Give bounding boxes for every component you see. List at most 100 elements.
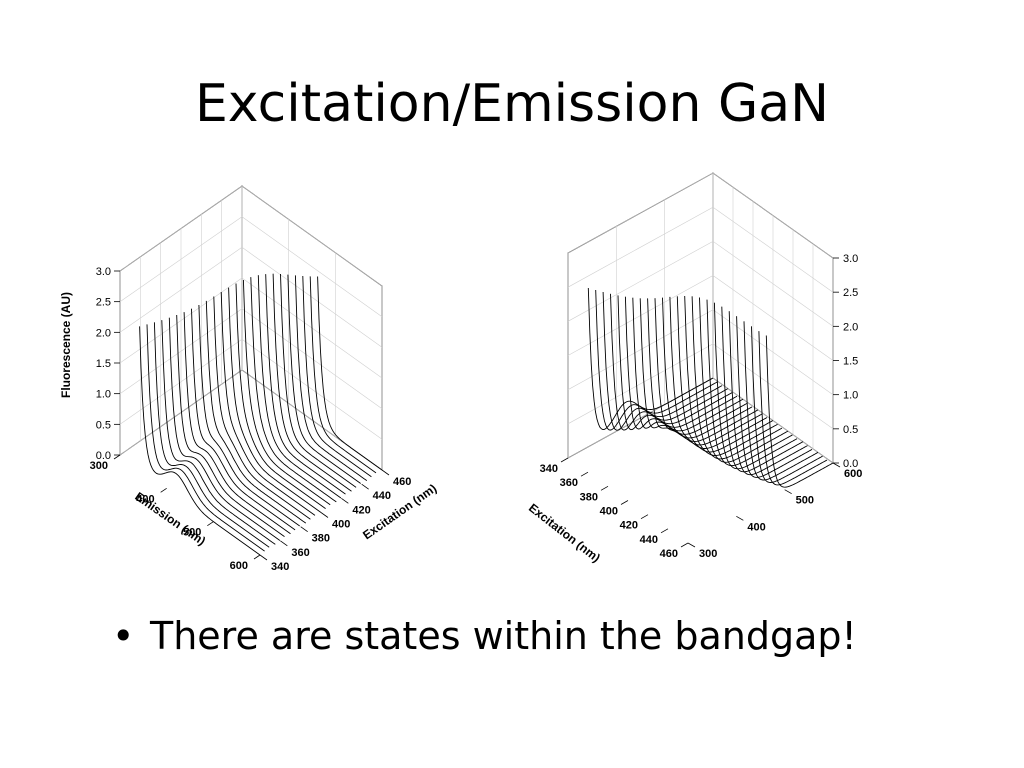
series-line-ex-340 — [587, 287, 714, 430]
x-tick — [784, 489, 792, 495]
x-tick-label: 400 — [136, 493, 154, 505]
y-tick — [600, 485, 609, 491]
series-line-ex-405 — [235, 283, 326, 509]
series-line-ex-375 — [639, 298, 748, 435]
y-tick-label: 360 — [560, 477, 578, 489]
series-line-ex-430 — [721, 306, 804, 473]
bullet-text: There are states within the bandgap! — [150, 614, 857, 658]
x-tick — [832, 462, 841, 468]
series-line-ex-410 — [691, 296, 783, 460]
series-line-ex-345 — [595, 289, 718, 431]
gridline — [119, 246, 383, 348]
z-tick-label: 0.0 — [96, 450, 111, 462]
series-line-ex-345 — [146, 324, 265, 552]
x-tick — [253, 554, 261, 560]
y-tick-label: 380 — [312, 533, 330, 545]
gridline — [119, 216, 383, 317]
y-axis-title: Excitation (nm) — [526, 501, 603, 565]
x-tick — [207, 521, 214, 526]
z-tick-label: 0.5 — [96, 419, 111, 431]
z-tick-label: 2.0 — [843, 321, 858, 333]
z-tick-label: 0.5 — [843, 424, 858, 436]
z-tick-label: 3.0 — [96, 266, 111, 278]
y-tick-label: 400 — [332, 519, 350, 531]
series-line-ex-380 — [198, 304, 300, 527]
y-tick-label: 440 — [640, 534, 658, 546]
series-line-ex-395 — [669, 296, 768, 449]
x-tick-label: 300 — [699, 548, 717, 560]
bullet-list: • There are states within the bandgap! — [112, 614, 857, 658]
series-line-ex-445 — [294, 275, 368, 481]
y-tick — [560, 457, 569, 463]
series-line-ex-400 — [676, 296, 774, 453]
series-line-ex-370 — [632, 297, 744, 432]
series-line-ex-445 — [743, 321, 819, 481]
y-tick — [259, 554, 268, 561]
series-line-ex-440 — [736, 316, 813, 478]
series-line-ex-400 — [228, 287, 322, 513]
series-line-ex-425 — [265, 274, 346, 495]
y-tick — [580, 471, 589, 477]
z-tick-label: 2.5 — [96, 297, 111, 309]
series-line-ex-460 — [317, 276, 383, 471]
y-tick-label: 380 — [580, 491, 598, 503]
series-line-ex-435 — [280, 273, 357, 488]
y-tick-label: 440 — [373, 490, 391, 502]
chart-right-excitation-view: 0.0 0.5 1.0 1.5 2.0 2.5 3.0 300 400 500 600 3403603… — [526, 172, 862, 565]
series-line-ex-450 — [302, 275, 372, 478]
z-tick-label: 1.0 — [843, 390, 858, 402]
chart-left-emission-view: 0.0 0.5 1.0 1.5 2.0 2.5 3.0 300 400 500 600 3403603… — [59, 185, 439, 573]
y-tick-label: 460 — [393, 476, 411, 488]
y-tick-label: 340 — [271, 561, 289, 573]
series-line-ex-455 — [309, 276, 377, 474]
x-tick-label: 600 — [844, 468, 862, 480]
x-tick-label: 500 — [183, 527, 201, 539]
y-tick — [320, 512, 329, 518]
x-tick — [160, 488, 167, 493]
y-tick — [680, 542, 689, 548]
z-axis-title: Fluorescence (AU) — [59, 292, 73, 398]
y-tick — [640, 514, 649, 520]
series-line-ex-355 — [161, 320, 276, 545]
series-line-ex-360 — [617, 295, 733, 431]
y-tick — [660, 528, 669, 534]
y-tick — [361, 483, 369, 490]
series-line-ex-460 — [765, 335, 834, 488]
series-line-ex-430 — [272, 273, 352, 492]
y-tick-label: 420 — [352, 504, 370, 516]
series-line-ex-390 — [213, 296, 311, 520]
series-line-ex-375 — [191, 308, 296, 531]
series-line-ex-355 — [610, 293, 729, 431]
y-tick — [381, 469, 390, 476]
series-line-ex-350 — [153, 322, 270, 548]
x-tick — [113, 454, 121, 460]
series-line-ex-450 — [751, 326, 823, 483]
series-line-ex-385 — [654, 298, 759, 442]
series-line-ex-415 — [699, 297, 789, 463]
z-tick-label: 1.0 — [96, 389, 111, 401]
y-tick — [300, 526, 308, 532]
x-tick — [687, 542, 696, 548]
slide-title: Excitation/Emission GaN — [194, 74, 830, 134]
z-tick-label: 2.0 — [96, 327, 111, 339]
series-line-ex-340 — [139, 326, 261, 556]
y-tick — [620, 500, 629, 505]
x-tick-label: 400 — [747, 521, 765, 533]
x-tick-label: 300 — [90, 460, 108, 472]
series-line-ex-435 — [728, 311, 808, 476]
series-line-ex-365 — [624, 296, 738, 430]
series-line-ex-410 — [242, 279, 331, 506]
y-tick — [280, 540, 288, 547]
bullet-icon: • — [112, 614, 135, 658]
gridline — [119, 308, 383, 409]
x-axis-title: Emission (nm) — [132, 489, 208, 548]
series-line-ex-420 — [706, 299, 793, 467]
z-tick-label: 3.0 — [843, 253, 858, 265]
z-tick-label: 0.0 — [843, 458, 858, 470]
y-tick-label: 420 — [620, 520, 638, 532]
series-line-ex-440 — [287, 274, 361, 484]
series-line-ex-365 — [176, 314, 285, 537]
series-line-ex-395 — [220, 291, 316, 516]
